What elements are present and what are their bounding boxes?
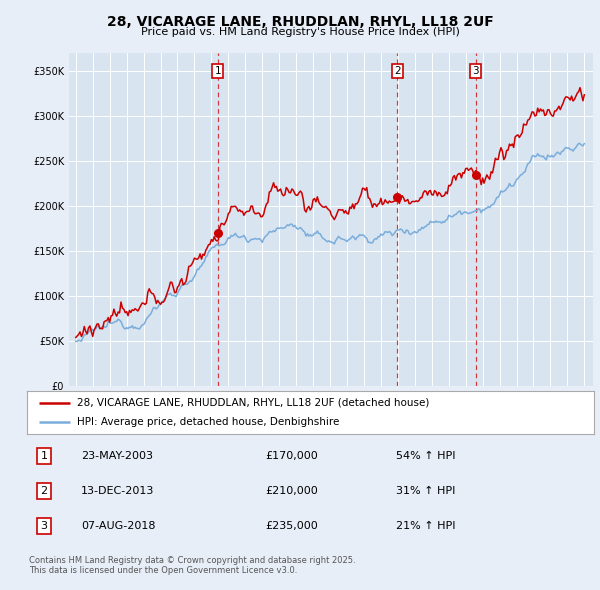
Text: 2: 2 xyxy=(40,486,47,496)
Text: £210,000: £210,000 xyxy=(265,486,318,496)
Text: 54% ↑ HPI: 54% ↑ HPI xyxy=(395,451,455,461)
Text: 28, VICARAGE LANE, RHUDDLAN, RHYL, LL18 2UF: 28, VICARAGE LANE, RHUDDLAN, RHYL, LL18 … xyxy=(107,15,493,30)
Text: 2: 2 xyxy=(394,66,400,76)
Text: 13-DEC-2013: 13-DEC-2013 xyxy=(81,486,154,496)
Text: 3: 3 xyxy=(41,521,47,531)
Text: 07-AUG-2018: 07-AUG-2018 xyxy=(81,521,155,531)
Text: 3: 3 xyxy=(473,66,479,76)
Text: 28, VICARAGE LANE, RHUDDLAN, RHYL, LL18 2UF (detached house): 28, VICARAGE LANE, RHUDDLAN, RHYL, LL18 … xyxy=(77,398,429,408)
Text: Price paid vs. HM Land Registry's House Price Index (HPI): Price paid vs. HM Land Registry's House … xyxy=(140,27,460,37)
Text: 31% ↑ HPI: 31% ↑ HPI xyxy=(395,486,455,496)
Text: £235,000: £235,000 xyxy=(265,521,318,531)
Text: 23-MAY-2003: 23-MAY-2003 xyxy=(81,451,153,461)
Text: 1: 1 xyxy=(41,451,47,461)
Text: 21% ↑ HPI: 21% ↑ HPI xyxy=(395,521,455,531)
Text: HPI: Average price, detached house, Denbighshire: HPI: Average price, detached house, Denb… xyxy=(77,417,339,427)
Text: Contains HM Land Registry data © Crown copyright and database right 2025.
This d: Contains HM Land Registry data © Crown c… xyxy=(29,556,355,575)
Text: 1: 1 xyxy=(215,66,221,76)
Text: £170,000: £170,000 xyxy=(265,451,318,461)
